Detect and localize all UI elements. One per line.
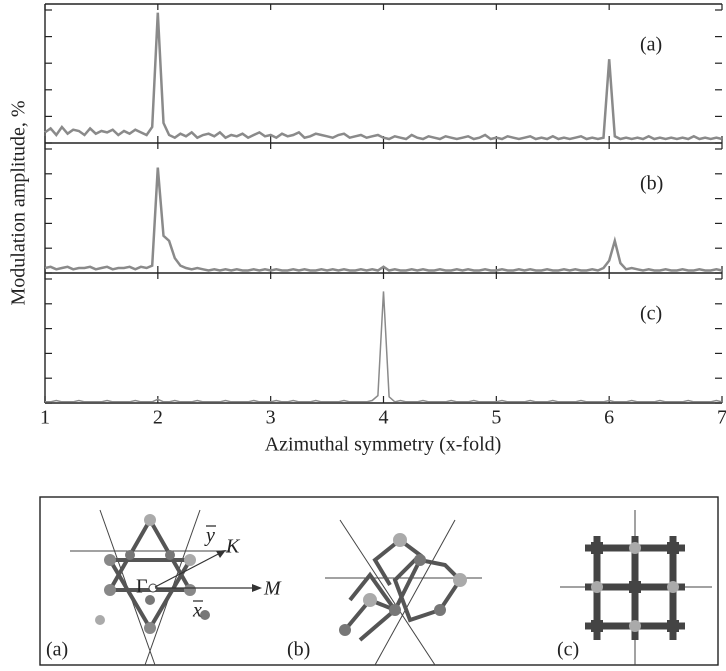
x-tick-label: 6 bbox=[604, 407, 614, 429]
structure-label: (a) bbox=[46, 639, 68, 661]
data-line bbox=[45, 291, 723, 403]
x-axis-label: Azimuthal symmetry (x-fold) bbox=[265, 434, 502, 456]
x-tick-label: 5 bbox=[491, 407, 501, 429]
structure-label: (b) bbox=[287, 639, 310, 661]
x-tick-label: 2 bbox=[153, 407, 163, 429]
k-label: K bbox=[225, 536, 241, 558]
gamma-label: Γ bbox=[136, 576, 148, 598]
structure-b bbox=[325, 519, 482, 666]
x-tick-label: 3 bbox=[266, 407, 276, 429]
m-label: M bbox=[263, 578, 282, 600]
structure-label: (c) bbox=[557, 639, 579, 661]
structure-frame bbox=[39, 496, 719, 666]
y-axis-label: Modulation amplitude, % bbox=[8, 101, 30, 306]
data-line bbox=[44, 167, 723, 272]
x-direction-label: x bbox=[192, 600, 202, 622]
data-line bbox=[44, 12, 723, 141]
structure-c bbox=[560, 510, 712, 665]
structure-panel: Γ y K x M (a) (b) (c) bbox=[39, 496, 719, 666]
panel-label: (a) bbox=[640, 34, 662, 56]
x-tick-label: 4 bbox=[379, 407, 389, 429]
x-tick-label: 7 bbox=[717, 407, 726, 429]
panel-label: (b) bbox=[640, 173, 663, 195]
structure-a bbox=[70, 509, 262, 666]
x-tick-label: 1 bbox=[40, 407, 50, 429]
y-direction-label: y bbox=[204, 525, 215, 547]
panel-label: (c) bbox=[640, 303, 662, 325]
